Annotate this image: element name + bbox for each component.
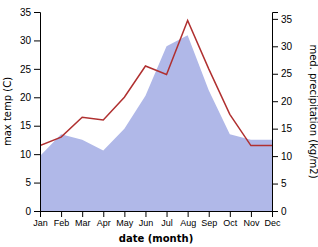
tick-label: Jun	[139, 218, 154, 228]
tick-label: 20	[281, 96, 293, 107]
tick-mark	[230, 211, 231, 217]
temp-line	[40, 21, 272, 146]
axis-line	[41, 212, 273, 218]
tick: 10	[272, 151, 293, 162]
tick: Sep	[201, 211, 217, 228]
tick: 15	[20, 120, 40, 131]
tick-mark	[34, 97, 40, 98]
tick-mark	[34, 183, 40, 184]
plot-area: JanFebMarAprMayJunJulAugSepOctNovDec0510…	[20, 7, 293, 229]
y2-axis: 0 5 10 15 20 25 30 35	[272, 13, 293, 217]
tick: 35	[272, 14, 293, 25]
tick-label: 10	[281, 151, 293, 162]
tick-label: 15	[20, 120, 32, 131]
tick: Apr	[97, 211, 111, 228]
tick-label: 25	[281, 68, 293, 79]
tick-mark	[272, 101, 278, 102]
tick-label: Apr	[97, 218, 111, 228]
tick-label: Jul	[161, 218, 173, 228]
tick-label: 30	[20, 35, 32, 46]
tick: 30	[20, 35, 40, 46]
tick-label: Jan	[33, 218, 48, 228]
x-axis: Jan Feb Mar Apr May Jun Jul Aug Sep Oct Nov Dec	[33, 211, 281, 228]
tick-mark	[188, 211, 189, 217]
marks	[40, 21, 272, 211]
tick: Aug	[180, 211, 196, 228]
tick: 0	[272, 206, 287, 217]
tick: 30	[272, 41, 293, 52]
tick: 20	[20, 92, 40, 103]
tick: 10	[20, 149, 40, 160]
tick: 5	[272, 178, 287, 189]
tick-label: 10	[20, 149, 32, 160]
tick-mark	[34, 12, 40, 13]
tick-label: 20	[20, 92, 32, 103]
tick-label: Aug	[180, 218, 196, 228]
tick-mark	[34, 126, 40, 127]
tick-label: 15	[281, 123, 293, 134]
chart-svg: JanFebMarAprMayJunJulAugSepOctNovDec0510…	[0, 0, 318, 247]
tick-label: 25	[20, 64, 32, 75]
tick-mark	[272, 129, 278, 130]
tick-label: Nov	[243, 218, 260, 228]
tick-mark	[272, 74, 278, 75]
tick-label: Feb	[54, 218, 70, 228]
axis-line	[34, 13, 41, 212]
tick-mark	[34, 69, 40, 70]
tick-mark	[34, 40, 40, 41]
tick: 25	[20, 64, 40, 75]
tick: 5	[25, 177, 40, 188]
tick-mark	[82, 211, 83, 217]
tick: Jul	[161, 211, 173, 228]
tick: Feb	[54, 211, 70, 228]
tick-mark	[34, 154, 40, 155]
tick: Jun	[139, 211, 154, 228]
x-axis-title: date (month)	[119, 233, 193, 244]
tick-label: 5	[25, 177, 31, 188]
tick: 15	[272, 123, 293, 134]
tick: 25	[272, 68, 293, 79]
tick: 20	[272, 96, 293, 107]
tick-mark	[124, 211, 125, 217]
tick-label: 5	[281, 178, 287, 189]
tick-label: Sep	[201, 218, 217, 228]
y2-axis-title: med. precipitation (kg/m2)	[308, 44, 318, 178]
tick-mark	[209, 211, 210, 217]
y-axis-title: max temp (C)	[2, 77, 13, 146]
tick-mark	[272, 46, 278, 47]
tick: Jan	[33, 211, 48, 228]
tick-mark	[103, 211, 104, 217]
tick-mark	[272, 156, 278, 157]
chart-container: JanFebMarAprMayJunJulAugSepOctNovDec0510…	[0, 0, 318, 247]
tick-label: 35	[20, 7, 32, 18]
y-axis: 0 5 10 15 20 25 30 35	[20, 7, 41, 217]
tick-mark	[167, 211, 168, 217]
tick-label: Dec	[264, 218, 281, 228]
tick-label: 0	[281, 206, 287, 217]
tick-mark	[34, 211, 40, 212]
tick-mark	[251, 211, 252, 217]
tick-label: Mar	[75, 218, 91, 228]
tick-label: Oct	[223, 218, 238, 228]
tick-label: 35	[281, 14, 293, 25]
tick-label: 30	[281, 41, 293, 52]
tick: 35	[20, 7, 40, 18]
tick-mark	[145, 211, 146, 217]
tick: 0	[25, 206, 40, 217]
tick-mark	[61, 211, 62, 217]
tick: Nov	[243, 211, 260, 228]
tick: Oct	[223, 211, 238, 228]
tick-label: 0	[25, 206, 31, 217]
tick: Mar	[75, 211, 91, 228]
tick: May	[116, 211, 134, 228]
tick-mark	[272, 184, 278, 185]
tick: Dec	[264, 211, 281, 228]
axis-line	[273, 13, 279, 212]
tick-mark	[272, 211, 278, 212]
tick-label: May	[116, 218, 134, 228]
tick-mark	[272, 19, 278, 20]
